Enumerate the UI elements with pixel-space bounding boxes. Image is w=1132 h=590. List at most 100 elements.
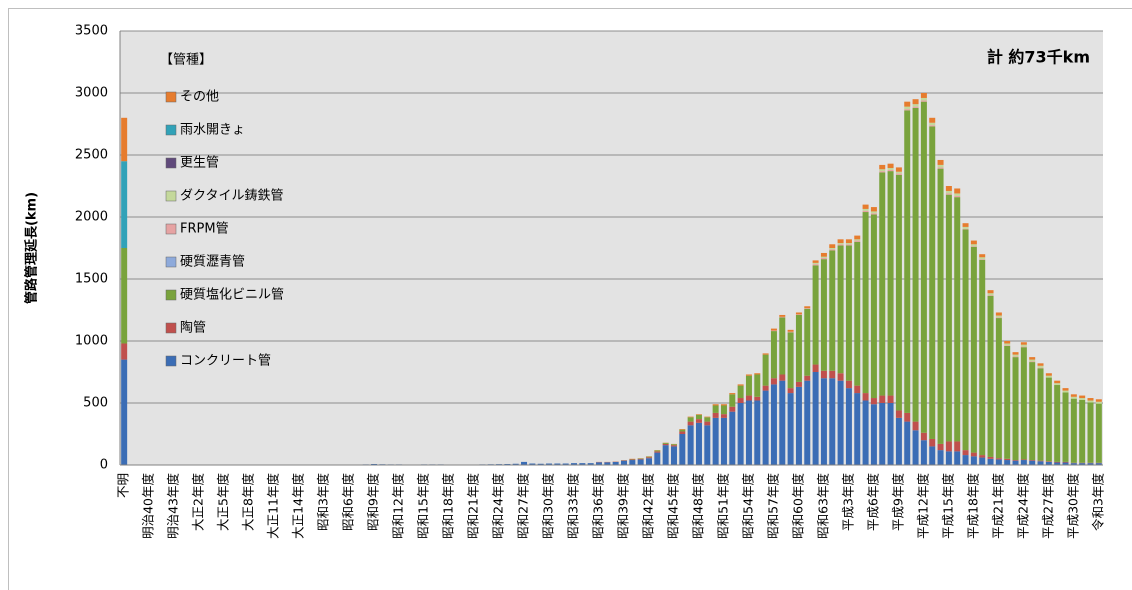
bar-segment: [1095, 403, 1102, 463]
bar-segment: [987, 458, 994, 465]
x-tick-label: 昭和30年度: [541, 473, 556, 539]
bar-segment: [879, 164, 886, 170]
bar-segment: [1020, 347, 1027, 460]
bar-segment: [937, 167, 944, 169]
bar-segment: [970, 244, 977, 247]
bar-segment: [1012, 354, 1019, 357]
legend-label: 硬質瀝青管: [180, 255, 245, 270]
bar-segment: [845, 243, 852, 245]
bar-segment: [895, 174, 902, 411]
bar-segment: [679, 429, 686, 430]
bar-segment: [945, 194, 952, 442]
bar-segment: [887, 169, 894, 172]
legend-label: その他: [180, 90, 219, 105]
bar-segment: [612, 461, 619, 465]
bar-segment: [870, 398, 877, 405]
bar-segment: [687, 416, 694, 418]
bar-segment: [862, 400, 869, 465]
bar-segment: [1045, 461, 1052, 465]
x-tick-label: 平成30年度: [1065, 473, 1080, 539]
bar-segment: [1037, 365, 1044, 368]
bar-segment: [995, 315, 1002, 318]
legend-label: 陶管: [180, 320, 206, 336]
bar-segment: [546, 463, 553, 465]
bar-segment: [912, 106, 919, 108]
bar-segment: [779, 374, 786, 381]
legend-swatch: [165, 256, 177, 268]
bar-segment: [879, 171, 886, 173]
legend-label: 雨水開きょ: [180, 123, 245, 138]
legend-title: 【管種】: [160, 52, 212, 68]
bar-segment: [804, 308, 811, 309]
bar-segment: [1012, 352, 1019, 355]
bar-segment: [879, 395, 886, 403]
bar-segment: [1029, 460, 1036, 461]
bar-segment: [654, 452, 661, 465]
bar-segment: [1045, 373, 1052, 376]
bar-segment: [954, 195, 961, 198]
bar-segment: [687, 425, 694, 465]
bar-segment: [1037, 368, 1044, 461]
bar-segment: [912, 104, 919, 107]
x-tick-label: 令和3年度: [1090, 473, 1105, 531]
bar-segment: [962, 223, 969, 227]
bar-segment: [862, 393, 869, 401]
bar-segment: [1045, 461, 1052, 462]
bar-segment: [1095, 401, 1102, 404]
bar-segment: [1095, 463, 1102, 465]
bar-segment: [987, 295, 994, 457]
bar-segment: [787, 332, 794, 389]
bar-segment: [870, 207, 877, 212]
bar-segment: [837, 245, 844, 374]
bar-segment: [962, 228, 969, 230]
y-tick-label: 3000: [75, 86, 108, 101]
x-tick-label: 昭和3年度: [316, 473, 331, 531]
bar-segment: [679, 431, 686, 434]
bar-segment: [812, 262, 819, 265]
bar-segment: [812, 264, 819, 266]
bar-segment: [904, 106, 911, 110]
bar-segment: [804, 306, 811, 309]
bar-segment: [887, 395, 894, 403]
bar-segment: [1029, 460, 1036, 465]
bar-segment: [779, 316, 786, 318]
bar-segment: [737, 385, 744, 399]
bar-segment: [1012, 356, 1019, 358]
x-tick-label: 大正5年度: [216, 473, 231, 531]
bar-segment: [887, 171, 894, 396]
bar-segment: [937, 450, 944, 465]
x-tick-label: 昭和42年度: [640, 473, 655, 539]
bar-segment: [596, 462, 603, 465]
bar-segment: [854, 235, 861, 240]
legend-swatch: [165, 355, 177, 367]
bar-segment: [812, 364, 819, 372]
y-tick-label: 2500: [75, 148, 108, 163]
bar-segment: [662, 442, 669, 444]
bar-segment: [929, 438, 936, 447]
bar-segment: [1004, 460, 1011, 465]
bar-segment: [829, 249, 836, 251]
bar-segment: [1062, 462, 1069, 465]
bar-segment: [812, 265, 819, 365]
bar-segment: [1004, 343, 1011, 346]
bar-segment: [762, 385, 769, 391]
bar-segment: [629, 459, 636, 461]
bar-segment: [1029, 359, 1036, 362]
bar-segment: [1079, 398, 1086, 400]
bar-segment: [787, 388, 794, 394]
x-tick-label: 明治43年度: [166, 473, 181, 539]
bar-segment: [1029, 362, 1036, 461]
bar-segment: [862, 210, 869, 213]
bar-segment: [645, 457, 652, 459]
x-tick-label: 大正2年度: [191, 473, 206, 531]
bar-segment: [704, 425, 711, 465]
bar-segment: [920, 100, 927, 102]
bar-segment: [1045, 375, 1052, 378]
bar-segment: [887, 163, 894, 169]
bar-segment: [837, 239, 844, 244]
x-tick-label: 昭和24年度: [491, 473, 506, 539]
bar-segment: [962, 455, 969, 465]
bar-segment: [929, 117, 936, 123]
bar-segment: [870, 211, 877, 214]
